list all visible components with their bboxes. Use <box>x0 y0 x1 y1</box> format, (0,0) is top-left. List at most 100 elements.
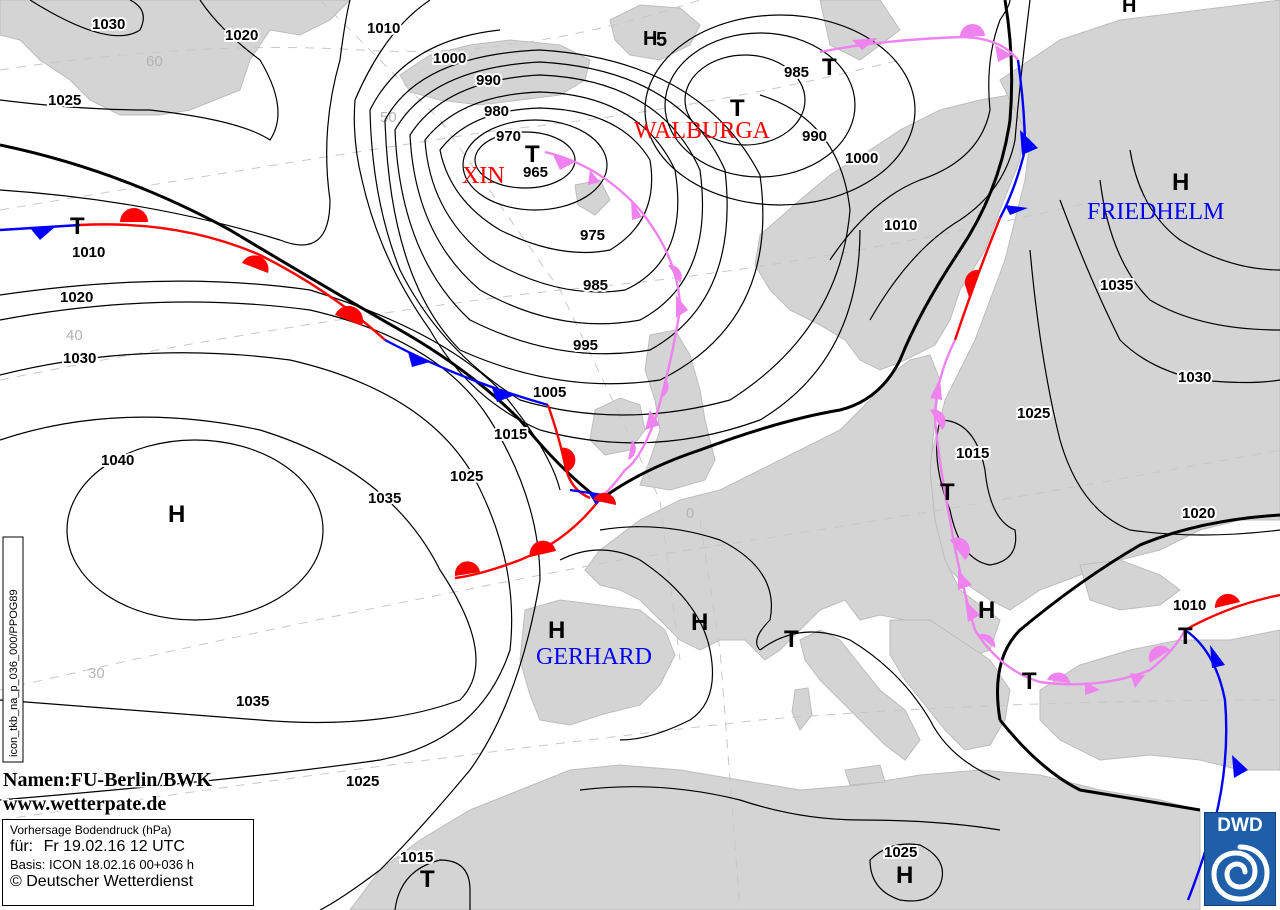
isobar-walburga-1 <box>684 54 806 146</box>
isobar-label: 985 <box>784 64 809 81</box>
isobar-label: 1000 <box>845 150 878 167</box>
iberia-land <box>519 599 676 726</box>
isobar-iberia <box>559 549 714 741</box>
isobar-label: 1010 <box>884 217 917 234</box>
system-name-walburga: WALBURGA <box>634 118 771 144</box>
isobar-label: 1020 <box>60 289 93 306</box>
isobar-label: 1025 <box>884 844 917 861</box>
occlusion-xin <box>544 150 682 496</box>
isobar-label: 965 <box>523 164 548 181</box>
system-name-gerhard: GERHARD <box>536 644 652 670</box>
low-center-marker: T <box>70 213 85 240</box>
side-label-box <box>2 536 24 763</box>
novaya-land <box>819 0 901 61</box>
isobar-1020-west <box>0 280 561 491</box>
isobar-1035-east <box>1129 149 1280 271</box>
low-center-marker: T <box>525 141 540 168</box>
occlusion-walburga <box>819 35 1019 61</box>
isobar-walburga-2 <box>664 32 856 178</box>
isobar-walburga-3 <box>644 14 916 206</box>
info-valid-prefix: für: <box>10 838 34 855</box>
info-valid-time: Fr 19.02.16 12 UTC <box>43 838 185 855</box>
isobar-label: 1030 <box>1178 369 1211 386</box>
isobar-1020-east <box>1029 249 1280 536</box>
isobar-bold-east <box>996 513 1280 721</box>
low-center-marker: T <box>822 54 837 81</box>
balkans-land <box>889 619 1011 751</box>
isobar-label: 985 <box>583 277 608 294</box>
high-center-marker: H <box>691 609 708 636</box>
warm-front-biscay <box>454 494 604 580</box>
graticule-label-40: 40 <box>66 327 83 344</box>
isobar-label: 1025 <box>450 468 483 485</box>
low-center-marker: T <box>730 95 745 122</box>
forecast-info-box: Vorhersage Bodendruck (hPa) für: Fr 19.0… <box>2 819 254 906</box>
isobar-980 <box>424 91 679 293</box>
info-title: Vorhersage Bodendruck (hPa) <box>10 823 172 837</box>
isobar-label: 1040 <box>101 452 134 469</box>
pressure-centers: H H 5 T T T T H T H H H T H T T T H <box>70 0 1193 893</box>
isobar-1040 <box>66 439 324 621</box>
caspian-black-sea-area-land <box>1079 559 1181 611</box>
cold-front-turkey <box>1184 629 1228 901</box>
system-name-friedhelm: FRIEDHELM <box>1087 199 1224 225</box>
isobar-label: 975 <box>580 227 605 244</box>
isobar-975 <box>439 107 653 254</box>
isobar-label: 1010 <box>72 244 105 261</box>
low-center-marker: T <box>940 479 955 506</box>
isobar-label: 995 <box>573 337 598 354</box>
isobar-985 <box>409 74 704 325</box>
isobar-1015-scand <box>869 0 1031 321</box>
isobar-label: 1000 <box>433 50 466 67</box>
low-center-marker: T <box>1022 668 1037 695</box>
isobar-label: 1035 <box>368 490 401 507</box>
isobar-1025-east <box>1059 199 1280 384</box>
isobar-label: 990 <box>802 128 827 145</box>
warm-front-turkey <box>1184 593 1280 632</box>
dwd-logo: DWD <box>1204 812 1276 906</box>
cold-front-atlantic <box>384 338 549 407</box>
low-center-marker: T <box>784 626 799 653</box>
isobar-label: 1010 <box>1173 597 1206 614</box>
isobar-bold-atlantic <box>0 0 1014 502</box>
isobar-greenland-2 <box>29 0 144 37</box>
isobar-greenland-1 <box>0 0 279 141</box>
isobar-label: 990 <box>476 72 501 89</box>
isobar-africa-1020 <box>579 786 1001 831</box>
dwd-logo-text: DWD <box>1217 815 1263 836</box>
north-africa-land <box>349 764 1201 910</box>
high-center-marker: H <box>978 597 995 624</box>
info-basis: Basis: ICON 18.02.16 00+036 h <box>10 857 194 872</box>
isobar-africa-1025 <box>869 843 944 902</box>
italy-land <box>799 629 921 761</box>
url-credit: www.wetterpate.de <box>3 793 166 815</box>
high-center-marker: H <box>1172 169 1189 196</box>
isobar-labels: 1030 1020 1025 1010 1000 990 980 970 965… <box>46 14 1217 868</box>
graticule-label-50: 50 <box>380 109 397 126</box>
occlusion-baltic <box>933 339 1187 686</box>
isobar-africa-1015 <box>394 859 471 910</box>
isobar-label: 1015 <box>400 849 433 866</box>
isobar-label: 1030 <box>92 16 125 33</box>
isobar-970 <box>462 119 608 211</box>
isobar-995 <box>384 49 764 385</box>
graticule-label-60: 60 <box>146 53 163 70</box>
isobar-med <box>759 631 1001 781</box>
dwd-swirl-icon <box>1211 844 1270 902</box>
names-credit: Namen:FU-Berlin/BWK <box>3 769 212 791</box>
isobar-1030-east <box>1099 179 1280 331</box>
isobar-label: 1030 <box>63 350 96 367</box>
isobar-label: 970 <box>496 128 521 145</box>
sardinia-land <box>791 687 813 731</box>
isobar-label: 1015 <box>956 445 989 462</box>
isobar-label: 1015 <box>494 426 527 443</box>
scandinavia-land <box>754 94 1026 371</box>
isobar-france <box>599 526 772 651</box>
isobar-1030-west <box>0 352 513 801</box>
high-center-marker: H <box>548 617 565 644</box>
high-center-value: 5 <box>656 29 667 51</box>
